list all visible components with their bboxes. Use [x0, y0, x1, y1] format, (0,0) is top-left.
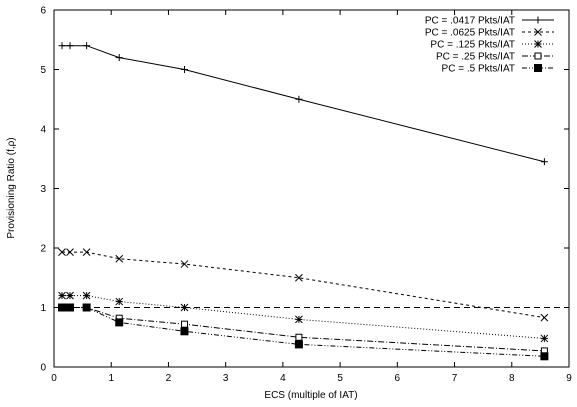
legend-swatch-marker	[534, 40, 542, 48]
series-1	[58, 42, 548, 166]
y-axis-label: Provisioning Ratio (f,ρ)	[6, 137, 17, 238]
x-tick-label: 5	[337, 373, 343, 384]
data-point	[295, 333, 303, 341]
legend-swatch-marker	[534, 64, 542, 72]
series-2	[58, 248, 549, 322]
data-point	[82, 303, 91, 312]
y-tick-label: 1	[40, 303, 46, 314]
data-point	[540, 313, 549, 322]
legend-label: PC = .125 Pkts/IAT	[430, 40, 515, 51]
data-point	[82, 248, 91, 257]
x-tick-label: 0	[51, 373, 57, 384]
legend-swatch-marker	[534, 16, 542, 24]
data-point	[180, 303, 189, 312]
legend-label: PC = .5 Pkts/IAT	[442, 64, 515, 75]
legend-swatch-marker	[534, 28, 542, 36]
data-point	[540, 352, 549, 361]
data-point	[83, 42, 91, 50]
y-tick-label: 6	[40, 6, 46, 17]
data-point	[180, 66, 188, 73]
legend-label: PC = .0625 Pkts/IAT	[425, 28, 515, 39]
legend-item: PC = .0625 Pkts/IAT	[425, 28, 554, 39]
data-point	[115, 54, 123, 62]
data-point	[58, 291, 66, 300]
data-point	[66, 291, 74, 300]
series-line	[62, 295, 545, 339]
data-point	[295, 95, 303, 103]
data-point	[66, 42, 74, 50]
x-tick-label: 6	[395, 373, 401, 384]
data-point	[294, 340, 303, 349]
data-point	[58, 303, 67, 312]
x-tick-label: 1	[108, 373, 114, 384]
legend-label: PC = .0417 Pkts/IAT	[425, 16, 515, 27]
legend-item: PC = .25 Pkts/IAT	[436, 52, 554, 63]
series-lines	[58, 42, 549, 361]
data-point	[180, 260, 189, 268]
data-point	[180, 327, 189, 336]
data-point	[295, 273, 303, 282]
legend-label: PC = .25 Pkts/IAT	[436, 52, 515, 63]
y-tick-label: 0	[40, 363, 46, 374]
x-axis-label: ECS (multiple of IAT)	[264, 390, 357, 401]
data-point	[115, 318, 124, 327]
x-tick-label: 3	[223, 373, 229, 384]
x-tick-label: 4	[280, 373, 286, 384]
data-point	[180, 320, 188, 328]
data-point	[540, 334, 549, 343]
data-point	[58, 42, 66, 50]
data-point	[115, 297, 124, 306]
series-4	[58, 304, 548, 355]
data-point	[82, 291, 91, 300]
data-point	[58, 248, 66, 257]
x-tick-label: 9	[566, 373, 572, 384]
y-tick-label: 3	[40, 184, 46, 195]
series-3	[58, 291, 549, 343]
series-line	[62, 307, 545, 357]
data-point	[295, 315, 303, 324]
data-point	[540, 158, 548, 166]
series-line	[62, 307, 545, 352]
y-tick-label: 2	[40, 244, 46, 255]
data-point	[66, 303, 75, 312]
x-tick-label: 2	[166, 373, 172, 384]
data-point	[115, 254, 124, 263]
data-point	[66, 248, 74, 257]
series-5	[58, 303, 549, 361]
x-tick-label: 7	[452, 373, 458, 384]
legend-item: PC = .125 Pkts/IAT	[430, 40, 554, 51]
legend-item: PC = .5 Pkts/IAT	[442, 64, 554, 75]
legend-swatch-marker	[534, 52, 542, 60]
y-tick-label: 5	[40, 65, 46, 76]
y-tick-label: 4	[40, 125, 46, 136]
axis-ticks: 0 1 2 3 4 5 6 7 8 9 0 1 2 3 4 5 6	[40, 6, 572, 385]
x-tick-label: 8	[509, 373, 515, 384]
legend-item: PC = .0417 Pkts/IAT	[425, 16, 554, 27]
